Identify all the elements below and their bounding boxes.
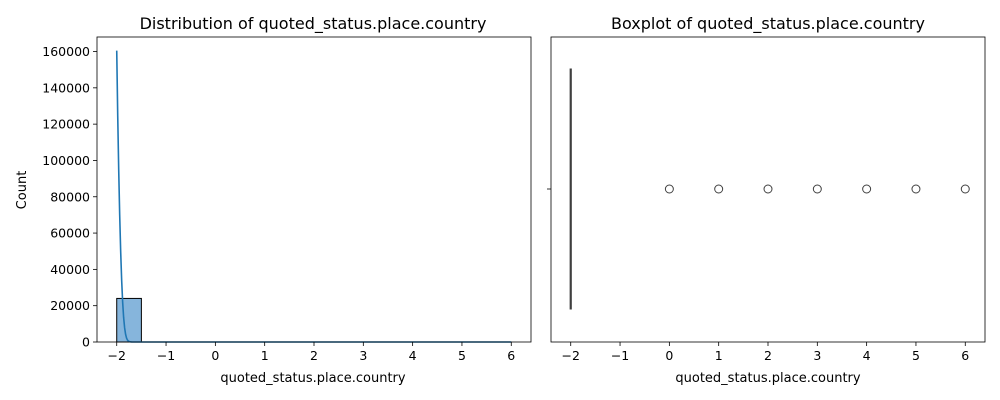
hist-x-tick-label: 3 [359,348,367,363]
hist-y-tick-label: 40000 [50,262,90,277]
box-x-axis-label: quoted_status.place.country [675,371,860,386]
hist-x-tick-label: −2 [108,348,126,363]
box-x-tick-label: 1 [715,348,723,363]
box-x-tick-label: 0 [665,348,673,363]
boxplot-subplot: Boxplot of quoted_status.place.country q… [547,14,986,386]
hist-y-tick-label: 100000 [42,153,90,168]
outlier-point [911,184,921,194]
outlier-point [664,184,674,194]
hist-x-tick-label: 1 [261,348,269,363]
hist-y-tick-label: 60000 [50,226,90,241]
outlier-point [960,184,970,194]
outlier-point [862,184,872,194]
hist-y-tick-label: 120000 [42,117,90,132]
hist-x-tick-label: 5 [458,348,466,363]
box-x-tick-label: 5 [912,348,920,363]
box-x-tick-label: 6 [961,348,969,363]
kde-line [115,50,512,343]
hist-y-axis-label: Count [15,171,30,210]
hist-x-tick-label: 2 [310,348,318,363]
outlier-point [763,184,773,194]
hist-x-tick-label: 6 [507,348,515,363]
hist-title: Distribution of quoted_status.place.coun… [140,14,487,34]
hist-y-tick-label: 140000 [42,80,90,95]
outlier-point [714,184,724,194]
box-x-tick-label: 2 [764,348,772,363]
hist-y-tick-label: 0 [82,335,90,350]
hist-y-tick-label: 80000 [50,189,90,204]
box-plot-frame [550,36,986,343]
hist-x-tick-label: 4 [409,348,417,363]
box-x-tick-label: −1 [611,348,629,363]
hist-y-tick-label: 160000 [42,44,90,59]
box-title: Boxplot of quoted_status.place.country [611,14,925,34]
histogram-subplot: Distribution of quoted_status.place.coun… [15,14,532,386]
box-x-tick-label: 4 [863,348,871,363]
hist-x-tick-label: 0 [211,348,219,363]
box-x-tick-label: 3 [813,348,821,363]
hist-x-tick-label: −1 [157,348,175,363]
outlier-point [812,184,822,194]
hist-y-tick-label: 20000 [50,298,90,313]
hist-plot-frame [96,36,532,343]
hist-x-axis-label: quoted_status.place.country [220,371,405,386]
box-x-tick-label: −2 [562,348,580,363]
histogram-bar [116,297,142,343]
